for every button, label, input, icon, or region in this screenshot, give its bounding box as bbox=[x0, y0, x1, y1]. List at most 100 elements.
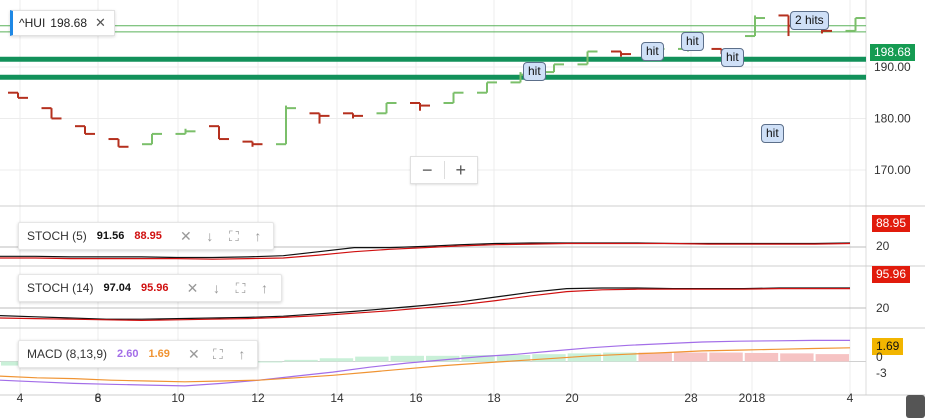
zoom-controls: − + bbox=[410, 156, 478, 184]
macd-histogram-bar bbox=[355, 356, 389, 362]
ohlc-bar bbox=[242, 140, 263, 147]
x-tick-label: 20 bbox=[565, 391, 579, 405]
y-tick-label: 190.00 bbox=[874, 60, 911, 74]
macd-name: MACD (8,13,9) bbox=[27, 347, 108, 361]
hit-marker[interactable]: hit bbox=[761, 124, 784, 143]
macd-histogram-bar bbox=[248, 361, 283, 363]
arrow-up-icon[interactable]: ↑ bbox=[254, 228, 262, 244]
stoch14-legend[interactable]: STOCH (14) 97.04 95.96 ✕ ↓ ⛶ ↑ bbox=[18, 274, 282, 302]
x-tick-label: 4 bbox=[17, 391, 24, 405]
ticker-chip[interactable]: ^HUI 198.68 ✕ bbox=[10, 10, 115, 36]
macd-histogram-bar bbox=[1, 361, 35, 366]
ohlc-bar bbox=[577, 50, 598, 66]
x-tick-label: 18 bbox=[487, 391, 501, 405]
macd-histogram-bar bbox=[744, 352, 779, 362]
ohlc-bar bbox=[108, 138, 129, 148]
x-tick-label: 2018 bbox=[739, 391, 766, 405]
macd-histogram-bar bbox=[426, 355, 460, 362]
macd-histogram-bar bbox=[532, 354, 566, 362]
ohlc-bar bbox=[477, 81, 497, 94]
close-icon[interactable]: ✕ bbox=[188, 345, 200, 362]
ohlc-bar bbox=[410, 102, 430, 111]
arrow-down-icon[interactable]: ↓ bbox=[213, 280, 221, 296]
ohlc-bar bbox=[376, 102, 397, 115]
stoch5-legend[interactable]: STOCH (5) 91.56 88.95 ✕ ↓ ⛶ ↑ bbox=[18, 222, 274, 250]
macd-histogram-bar bbox=[780, 353, 814, 362]
stoch5-tick-20: 20 bbox=[876, 239, 890, 253]
macd-histogram-bar bbox=[638, 352, 672, 362]
arrow-down-icon[interactable]: ↓ bbox=[206, 228, 214, 244]
hit-marker[interactable]: hit bbox=[681, 32, 704, 51]
x-tick-label: 10 bbox=[171, 391, 185, 405]
x-tick-label: 4 bbox=[847, 391, 854, 405]
macd-legend[interactable]: MACD (8,13,9) 2.60 1.69 ✕ ⛶ ↑ bbox=[18, 340, 258, 368]
stoch14-tick-20: 20 bbox=[876, 301, 890, 315]
macd-histogram-bar bbox=[390, 355, 424, 362]
x-tick-label: 16 bbox=[409, 391, 423, 405]
hit-marker[interactable]: hit bbox=[641, 42, 664, 61]
stoch14-name: STOCH (14) bbox=[27, 281, 94, 295]
ohlc-bar bbox=[209, 125, 229, 141]
zoom-in-button[interactable]: + bbox=[455, 159, 466, 180]
macd-histogram-bar bbox=[567, 353, 602, 362]
ohlc-bar bbox=[611, 50, 631, 57]
stoch14-k-value: 97.04 bbox=[103, 282, 131, 294]
x-tick-label: 28 bbox=[684, 391, 698, 405]
close-icon[interactable]: ✕ bbox=[186, 279, 199, 296]
macd-histogram-bar bbox=[319, 358, 354, 362]
macd-signal-value: 1.69 bbox=[148, 348, 170, 360]
expand-icon[interactable]: ⛶ bbox=[212, 345, 223, 362]
ohlc-bar bbox=[745, 15, 765, 38]
macd-histogram-bar bbox=[603, 352, 637, 362]
close-icon[interactable]: ✕ bbox=[179, 227, 192, 244]
macd-signal-line bbox=[0, 347, 851, 383]
arrow-up-icon[interactable]: ↑ bbox=[238, 346, 246, 362]
ohlc-bar bbox=[41, 107, 62, 120]
macd-histogram-bar bbox=[709, 352, 743, 362]
price-badge: 198.68 bbox=[870, 44, 915, 61]
zoom-divider bbox=[443, 161, 445, 179]
ticker-price: 198.68 bbox=[50, 16, 87, 30]
macd-line bbox=[0, 339, 850, 387]
expand-icon[interactable]: ⛶ bbox=[228, 227, 239, 244]
stoch14-d-line bbox=[0, 288, 850, 322]
hits-marker[interactable]: 2 hits bbox=[790, 11, 829, 30]
x-tick-label: 8 bbox=[95, 391, 102, 405]
macd-value: 2.60 bbox=[117, 348, 139, 360]
ohlc-bar bbox=[343, 112, 363, 119]
macd-histogram-bar bbox=[673, 352, 708, 362]
y-tick-label: 180.00 bbox=[874, 111, 911, 125]
ohlc-bar bbox=[276, 105, 296, 146]
zoom-out-button[interactable]: − bbox=[421, 159, 433, 180]
macd-histogram-bar bbox=[815, 354, 849, 362]
macd-badge: 1.69 bbox=[872, 338, 904, 355]
stoch5-badge: 88.95 bbox=[872, 215, 911, 232]
stoch5-name: STOCH (5) bbox=[27, 229, 87, 243]
hit-marker[interactable]: hit bbox=[721, 48, 744, 67]
scroll-button[interactable] bbox=[906, 395, 925, 418]
ohlc-bar bbox=[309, 112, 330, 124]
expand-icon[interactable]: ⛶ bbox=[235, 279, 246, 296]
stoch5-d-value: 88.95 bbox=[134, 230, 162, 242]
ticker-symbol: ^HUI bbox=[19, 16, 46, 30]
x-tick-label: 14 bbox=[330, 391, 344, 405]
macd-histogram-bar bbox=[496, 355, 531, 362]
macd-tick-neg3: -3 bbox=[876, 366, 887, 380]
ohlc-bar bbox=[142, 132, 162, 146]
ohlc-bar bbox=[443, 91, 464, 104]
stoch5-d-line bbox=[0, 242, 851, 260]
hit-marker[interactable]: hit bbox=[523, 62, 546, 81]
y-tick-label: 170.00 bbox=[874, 163, 911, 177]
close-icon[interactable]: ✕ bbox=[95, 15, 106, 30]
ohlc-bar bbox=[175, 128, 196, 135]
ohlc-bar bbox=[75, 125, 95, 135]
x-tick-label: 6 bbox=[95, 391, 102, 405]
ohlc-bar bbox=[544, 63, 564, 74]
ohlc-bar bbox=[8, 91, 28, 99]
arrow-up-icon[interactable]: ↑ bbox=[261, 280, 269, 296]
stoch5-k-value: 91.56 bbox=[96, 230, 125, 242]
macd-histogram-bar bbox=[461, 355, 495, 362]
macd-histogram-bar bbox=[284, 359, 318, 362]
stoch14-d-value: 95.96 bbox=[141, 282, 169, 294]
